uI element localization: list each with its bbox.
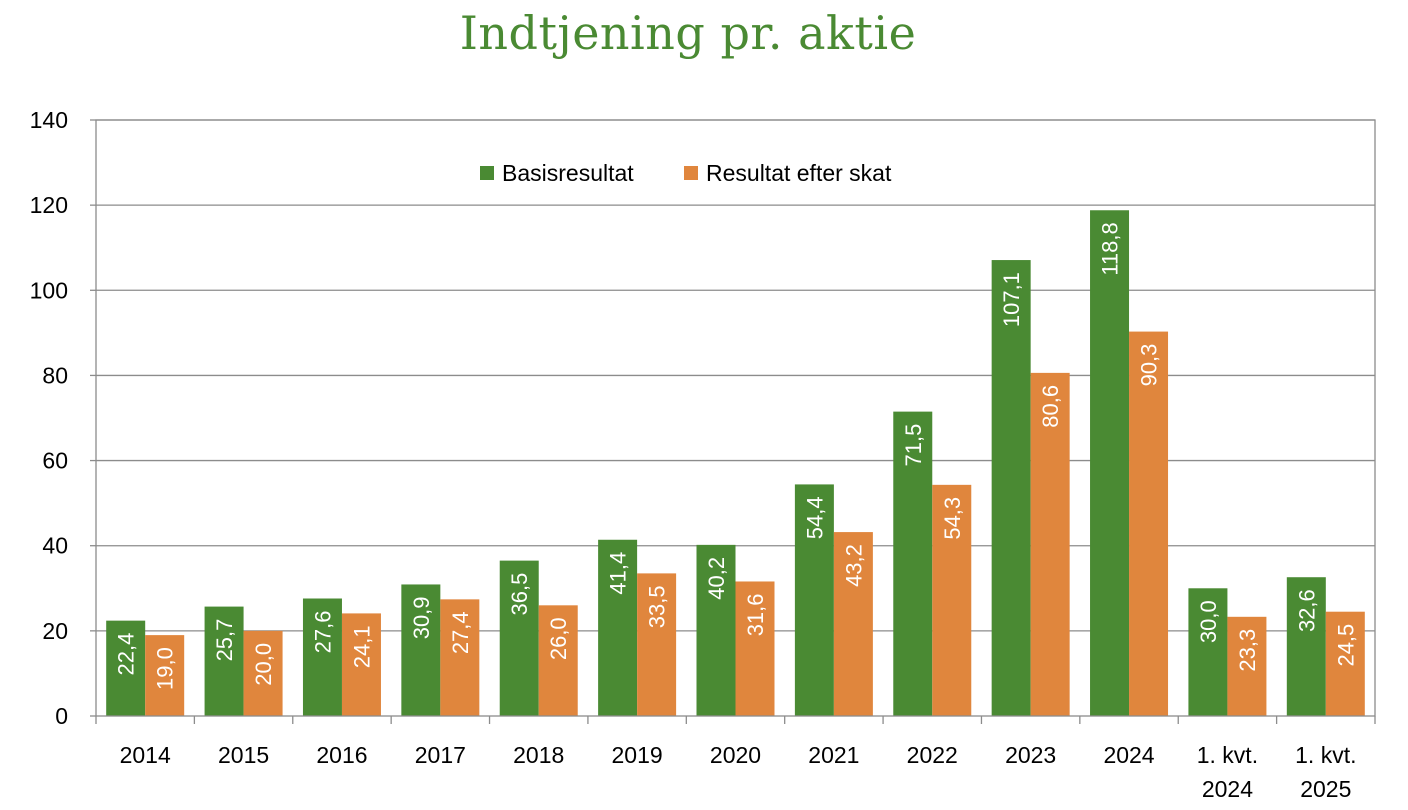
bar-value-label: 36,5 — [507, 573, 532, 616]
x-tick-label: 2025 — [1300, 776, 1351, 802]
x-tick-label: 2022 — [907, 742, 958, 768]
bar-value-label: 107,1 — [999, 272, 1024, 327]
data-labels: 22,4 19,0 25,7 20,0 27,6 24,1 30,9 27,4 36,5 26,0… — [114, 222, 1359, 690]
bar-resultat-efter-skat-7 — [833, 532, 873, 716]
bar-value-label: 26,0 — [546, 617, 571, 660]
bar-value-label: 54,3 — [940, 497, 965, 540]
bar-resultat-efter-skat-4 — [538, 605, 578, 716]
bar-basisresultat-6 — [696, 544, 736, 716]
bar-value-label: 90,3 — [1137, 344, 1162, 387]
y-tick-label: 40 — [42, 533, 68, 559]
bar-value-label: 19,0 — [153, 647, 178, 690]
x-tick-label: 2017 — [415, 742, 466, 768]
y-tick-label: 140 — [30, 107, 68, 133]
legend-swatch-0 — [480, 166, 494, 180]
x-tick-label: 2014 — [120, 742, 171, 768]
bar-resultat-efter-skat-12 — [1325, 611, 1365, 716]
bar-value-label: 43,2 — [841, 544, 866, 587]
x-tick-label: 2024 — [1202, 776, 1253, 802]
x-tick-label: 2024 — [1103, 742, 1154, 768]
legend-swatch-1 — [684, 166, 698, 180]
bar-resultat-efter-skat-9 — [1030, 372, 1070, 716]
bar-value-label: 27,4 — [448, 611, 473, 654]
bar-resultat-efter-skat-1 — [243, 630, 283, 716]
bar-value-label: 25,7 — [212, 619, 237, 662]
bar-resultat-efter-skat-3 — [440, 599, 480, 716]
axes: 0 20 40 60 80 100 120 140 2014 2015 2016 2017 2018 20… — [30, 107, 1376, 802]
bar-value-label: 80,6 — [1038, 385, 1063, 428]
bar-basisresultat-8 — [893, 411, 933, 716]
x-tick-label: 2015 — [218, 742, 269, 768]
plot-area-border — [95, 119, 1376, 717]
bar-value-label: 71,5 — [901, 424, 926, 467]
bar-value-label: 32,6 — [1294, 589, 1319, 632]
legend-label: Resultat efter skat — [706, 160, 892, 186]
bar-resultat-efter-skat-8 — [932, 484, 972, 716]
bar-resultat-efter-skat-0 — [145, 635, 185, 716]
bar-basisresultat-9 — [991, 260, 1031, 716]
x-tick-label: 1. kvt. — [1197, 742, 1258, 768]
x-tick-label: 2021 — [808, 742, 859, 768]
bar-basisresultat-10 — [1090, 210, 1130, 716]
bar-value-label: 41,4 — [606, 552, 631, 595]
y-tick-label: 100 — [30, 277, 68, 303]
bar-basisresultat-5 — [598, 539, 638, 716]
bar-value-label: 30,9 — [409, 596, 434, 639]
x-tick-label: 2019 — [612, 742, 663, 768]
x-tick-label: 2018 — [513, 742, 564, 768]
x-tick-label: 2023 — [1005, 742, 1056, 768]
bar-basisresultat-3 — [401, 584, 441, 716]
bar-value-label: 24,5 — [1333, 624, 1358, 667]
bar-value-label: 23,3 — [1235, 629, 1260, 672]
y-tick-label: 0 — [55, 703, 68, 729]
bar-resultat-efter-skat-10 — [1129, 331, 1169, 716]
legend-label: Basisresultat — [502, 160, 634, 186]
bars — [106, 210, 1365, 716]
chart-title: Indtjening pr. aktie — [459, 6, 917, 60]
bar-value-label: 33,5 — [645, 585, 670, 628]
bar-value-label: 118,8 — [1098, 222, 1123, 275]
bar-basisresultat-7 — [794, 484, 834, 716]
bar-basisresultat-4 — [499, 560, 539, 716]
y-tick-label: 120 — [30, 192, 68, 218]
y-tick-label: 20 — [42, 618, 68, 644]
bar-resultat-efter-skat-5 — [637, 573, 677, 716]
bar-value-label: 40,2 — [704, 557, 729, 600]
x-tick-label: 2020 — [710, 742, 761, 768]
bar-value-label: 20,0 — [251, 643, 276, 686]
bar-basisresultat-1 — [204, 606, 244, 716]
bar-value-label: 24,1 — [349, 625, 374, 668]
bar-resultat-efter-skat-6 — [735, 581, 775, 716]
y-tick-label: 80 — [42, 362, 68, 388]
legend: Basisresultat Resultat efter skat — [480, 160, 892, 186]
bar-basisresultat-2 — [302, 598, 342, 716]
bar-value-label: 31,6 — [743, 593, 768, 636]
bar-resultat-efter-skat-2 — [341, 613, 381, 716]
bar-basisresultat-11 — [1188, 588, 1228, 716]
bar-value-label: 54,4 — [802, 496, 827, 539]
bar-basisresultat-12 — [1286, 577, 1326, 716]
x-tick-label: 1. kvt. — [1295, 742, 1356, 768]
bar-resultat-efter-skat-11 — [1227, 616, 1267, 716]
bar-value-label: 27,6 — [310, 611, 335, 654]
bar-basisresultat-0 — [106, 620, 146, 716]
y-tick-label: 60 — [42, 448, 68, 474]
x-tick-label: 2016 — [316, 742, 367, 768]
bar-value-label: 30,0 — [1196, 600, 1221, 643]
bar-value-label: 22,4 — [114, 633, 139, 676]
